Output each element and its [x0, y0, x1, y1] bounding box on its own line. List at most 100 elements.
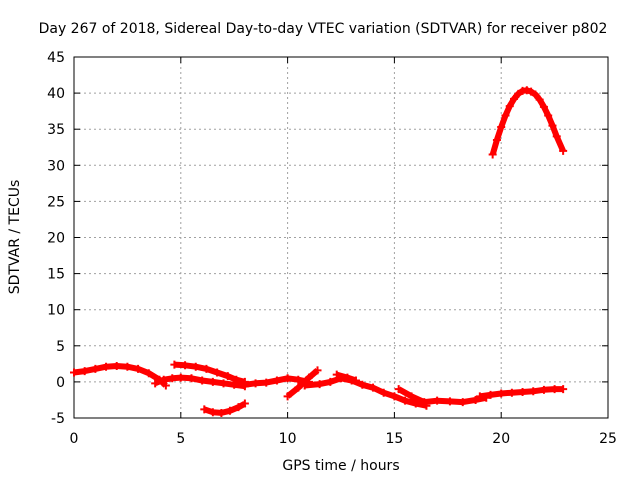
data-point [123, 362, 132, 371]
data-point [497, 389, 506, 398]
chart-title: Day 267 of 2018, Sidereal Day-to-day VTE… [39, 21, 608, 37]
data-point [91, 364, 100, 373]
data-point [488, 150, 497, 159]
y-axis-label: SDTVAR / TECUs [7, 180, 23, 295]
x-tick-label: 10 [279, 431, 297, 447]
data-point [535, 95, 544, 104]
data-point [112, 362, 121, 371]
data-point [514, 89, 523, 98]
data-point [539, 385, 548, 394]
data-point [234, 403, 243, 412]
y-tick-label: 35 [47, 122, 65, 138]
data-point [326, 377, 335, 386]
data-point [369, 383, 378, 392]
y-tick-label: 40 [47, 86, 65, 102]
data-marks [70, 86, 568, 417]
data-point [486, 390, 495, 399]
data-point [208, 377, 217, 386]
data-point [219, 379, 228, 388]
data-point [527, 87, 536, 96]
data-point [102, 362, 111, 371]
data-point [401, 396, 410, 405]
data-point [559, 385, 568, 394]
data-point [176, 373, 185, 382]
x-tick-label: 25 [599, 431, 617, 447]
data-point [294, 383, 303, 392]
data-point [144, 369, 153, 378]
data-point [313, 366, 322, 375]
data-point [351, 376, 360, 385]
data-point [559, 146, 568, 155]
data-point [134, 364, 143, 373]
data-point [475, 392, 484, 401]
data-point [208, 408, 217, 417]
data-point [315, 380, 324, 389]
x-tick-label: 5 [176, 431, 185, 447]
data-point [497, 123, 506, 132]
grid-lines [74, 57, 608, 418]
data-point [300, 381, 309, 390]
data-point [332, 370, 341, 379]
data-point [170, 360, 179, 369]
data-point [198, 376, 207, 385]
data-point [544, 111, 553, 120]
data-point [501, 111, 510, 120]
data-point [217, 408, 226, 417]
data-point [522, 86, 531, 95]
data-point [168, 374, 177, 383]
data-point [181, 361, 190, 370]
x-axis-label: GPS time / hours [282, 458, 399, 474]
data-point [390, 392, 399, 401]
data-point [420, 398, 429, 407]
data-point [552, 132, 561, 141]
data-point [304, 373, 313, 382]
data-point [529, 387, 538, 396]
data-point [507, 388, 516, 397]
data-point [471, 395, 480, 404]
y-tick-label: 0 [56, 375, 65, 391]
y-tick-label: 20 [47, 231, 65, 247]
y-tick-label: 25 [47, 194, 65, 210]
data-point [240, 380, 249, 389]
data-point [240, 399, 249, 408]
data-point [70, 368, 78, 377]
data-point [159, 375, 168, 384]
y-tick-labels: -5 0 5 10 15 20 25 30 35 40 45 [47, 50, 65, 427]
data-point [191, 362, 200, 371]
data-point [379, 388, 388, 397]
x-tick-label: 20 [492, 431, 510, 447]
data-point [262, 378, 271, 387]
data-point [433, 396, 442, 405]
data-point [80, 367, 89, 376]
y-tick-label: 10 [47, 303, 65, 319]
y-tick-label: -5 [51, 411, 65, 427]
series-line-track-2 [154, 374, 246, 390]
y-tick-label: 15 [47, 267, 65, 283]
x-tick-labels: 0 5 10 15 20 25 [70, 431, 617, 447]
data-point [358, 380, 367, 389]
data-point [232, 375, 241, 384]
data-point [394, 385, 403, 394]
data-point [225, 406, 234, 415]
x-tick-label: 0 [70, 431, 79, 447]
data-point [230, 380, 239, 389]
y-tick-label: 45 [47, 50, 65, 66]
data-point [492, 136, 501, 145]
data-point [251, 379, 260, 388]
data-point [213, 368, 222, 377]
data-point [531, 90, 540, 99]
data-point [223, 372, 232, 381]
data-point [445, 397, 454, 406]
data-point [283, 374, 292, 383]
data-point [202, 364, 211, 373]
y-tick-label: 30 [47, 158, 65, 174]
y-tick-label: 5 [56, 339, 65, 355]
data-point [539, 102, 548, 111]
data-point [294, 375, 303, 384]
data-point [550, 385, 559, 394]
data-point [187, 374, 196, 383]
data-point [200, 405, 209, 414]
axis-ticks [73, 56, 609, 419]
x-tick-label: 15 [385, 431, 403, 447]
